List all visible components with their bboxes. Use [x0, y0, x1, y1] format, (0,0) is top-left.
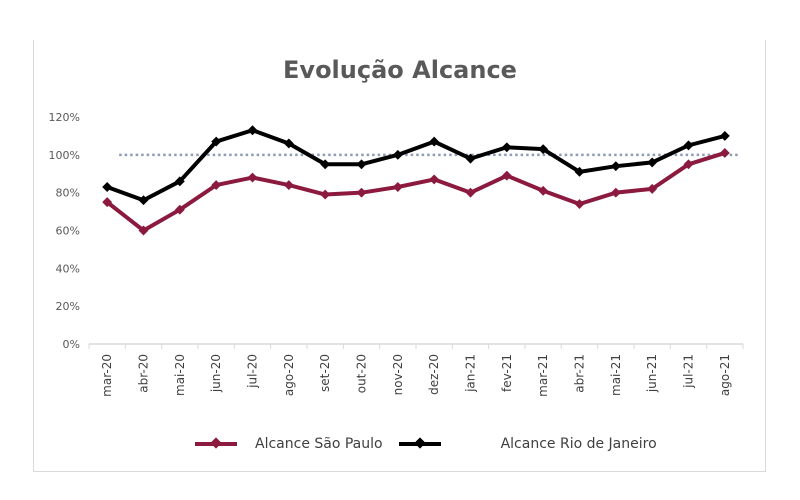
data-point-marker — [683, 159, 694, 170]
legend-swatch-rio — [398, 442, 441, 446]
x-tick-label: mai-21 — [609, 354, 623, 396]
legend: Alcance São Paulo Alcance Rio de Janeiro — [195, 436, 673, 452]
data-point-marker — [247, 125, 258, 136]
data-point-marker — [429, 174, 440, 185]
x-tick-label: mar-20 — [100, 354, 114, 397]
data-point-marker — [574, 199, 585, 209]
data-point-marker — [719, 147, 730, 158]
data-point-marker — [538, 185, 549, 196]
y-tick-label: 100% — [49, 149, 80, 162]
x-tick-label: jun-21 — [645, 354, 659, 393]
x-tick-label: mar-21 — [536, 354, 550, 397]
x-tick-label: jun-20 — [209, 354, 223, 393]
data-point-marker — [647, 183, 658, 194]
data-point-marker — [538, 144, 549, 155]
chart-frame — [33, 40, 766, 472]
data-point-marker — [211, 136, 222, 147]
data-point-marker — [392, 182, 403, 192]
y-tick-label: 120% — [49, 111, 80, 124]
data-point-marker — [283, 180, 294, 191]
x-tick-label: jul-20 — [246, 354, 260, 389]
x-tick-label: jan-21 — [464, 354, 478, 393]
y-tick-label: 40% — [56, 262, 80, 275]
data-point-marker — [501, 142, 512, 153]
x-tick-label: set-20 — [318, 354, 332, 392]
data-point-marker — [174, 176, 185, 187]
data-point-marker — [392, 149, 403, 160]
data-point-marker — [283, 138, 294, 149]
data-point-marker — [356, 187, 367, 198]
data-point-marker — [683, 140, 694, 151]
data-point-marker — [174, 204, 185, 215]
x-tick-label: mai-20 — [173, 354, 187, 396]
data-point-marker — [211, 180, 222, 191]
data-point-marker — [465, 187, 476, 198]
data-point-marker — [320, 159, 331, 170]
data-point-marker — [501, 170, 512, 181]
series-line-0 — [105, 151, 726, 233]
legend-item-rio: Alcance Rio de Janeiro — [398, 436, 657, 452]
data-point-marker — [574, 166, 585, 177]
data-point-marker — [465, 153, 476, 164]
data-point-marker — [138, 195, 149, 206]
data-point-marker — [102, 182, 113, 192]
legend-label-sao-paulo: Alcance São Paulo — [255, 436, 383, 452]
x-tick-label: fev-21 — [500, 354, 514, 392]
x-tick-label: nov-20 — [391, 354, 405, 395]
legend-item-sao-paulo: Alcance São Paulo — [195, 436, 383, 452]
data-point-marker — [647, 157, 658, 168]
x-tick-label: abr-21 — [573, 354, 587, 393]
data-point-marker — [610, 187, 621, 198]
legend-swatch-sao-paulo — [195, 442, 237, 446]
data-point-marker — [102, 197, 113, 208]
x-tick-label: dez-20 — [427, 354, 441, 395]
data-point-marker — [247, 172, 258, 183]
x-tick-label: ago-20 — [282, 354, 296, 396]
x-tick-label: out-20 — [355, 354, 369, 393]
x-tick-label: ago-21 — [718, 354, 732, 396]
y-tick-label: 0% — [63, 338, 80, 351]
data-point-marker — [320, 189, 331, 200]
data-point-marker — [429, 136, 440, 147]
legend-label-rio: Alcance Rio de Janeiro — [500, 436, 657, 452]
data-point-marker — [719, 130, 730, 141]
data-point-marker — [356, 159, 367, 170]
x-tick-label: jul-21 — [682, 354, 696, 389]
y-tick-label: 20% — [56, 300, 80, 313]
x-tick-label: abr-20 — [137, 354, 151, 393]
y-tick-label: 60% — [56, 225, 80, 238]
chart-title: Evolução Alcance — [283, 56, 517, 84]
data-point-marker — [138, 225, 149, 236]
series-line-1 — [106, 128, 726, 203]
y-tick-label: 80% — [56, 187, 80, 200]
data-point-marker — [610, 161, 621, 172]
